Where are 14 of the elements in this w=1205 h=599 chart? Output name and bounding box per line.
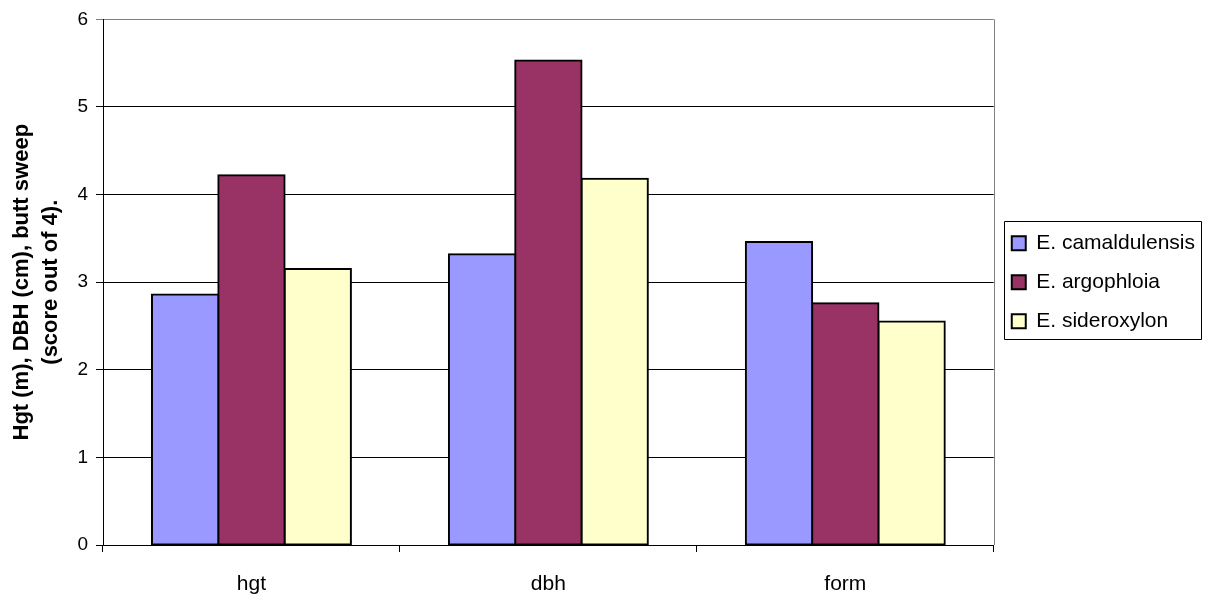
y-axis-title: Hgt (m), DBH (cm), butt sweep (score out of 4).: [7, 123, 62, 441]
y-tick-label: 2: [77, 358, 88, 380]
legend-label: E. camaldulensis: [1036, 230, 1196, 253]
x-tick-label: hgt: [236, 571, 267, 595]
y-tick-label: 5: [77, 95, 88, 117]
x-tick-label: dbh: [530, 571, 566, 595]
y-tick-label: 0: [77, 533, 88, 555]
x-tick-label: form: [824, 571, 867, 595]
legend-label: E. argophloia: [1036, 269, 1161, 292]
legend-label: E. sideroxylon: [1036, 308, 1169, 331]
y-tick-label: 4: [77, 182, 89, 204]
y-tick-label: 6: [77, 7, 88, 29]
y-tick-label: 1: [77, 445, 88, 467]
y-tick-label: 3: [77, 270, 88, 292]
